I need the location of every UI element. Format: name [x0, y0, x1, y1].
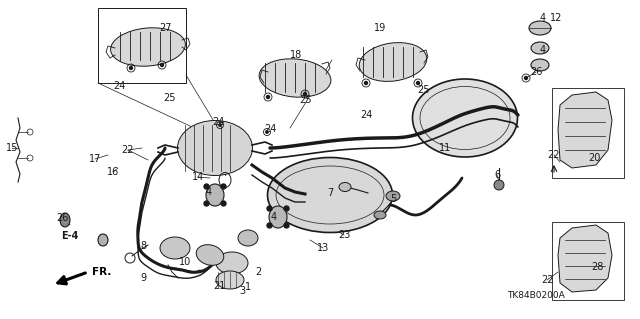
Ellipse shape	[386, 191, 400, 201]
Text: 15: 15	[6, 143, 18, 153]
Ellipse shape	[111, 28, 186, 66]
Text: 2: 2	[255, 267, 261, 277]
Ellipse shape	[259, 59, 331, 97]
Ellipse shape	[216, 271, 244, 289]
Text: 23: 23	[338, 230, 350, 240]
Text: 4: 4	[271, 212, 277, 222]
Ellipse shape	[206, 184, 224, 206]
Text: 24: 24	[264, 124, 276, 134]
Circle shape	[219, 124, 221, 126]
Ellipse shape	[60, 213, 70, 227]
Text: 21: 21	[213, 281, 225, 291]
Circle shape	[284, 206, 289, 211]
Text: 24: 24	[212, 117, 224, 127]
Bar	[552, 222, 624, 300]
Text: 25: 25	[300, 95, 312, 105]
Text: 20: 20	[588, 153, 600, 163]
Polygon shape	[558, 92, 612, 168]
Text: 25: 25	[418, 85, 430, 95]
Text: 24: 24	[360, 110, 372, 120]
Text: 4: 4	[206, 187, 212, 197]
Text: 16: 16	[107, 167, 119, 177]
Ellipse shape	[531, 59, 549, 71]
Text: 26: 26	[56, 213, 68, 223]
Text: 4: 4	[540, 13, 546, 23]
Ellipse shape	[374, 211, 386, 219]
Circle shape	[221, 201, 226, 206]
Ellipse shape	[238, 230, 258, 246]
Text: 27: 27	[160, 23, 172, 33]
Ellipse shape	[529, 21, 551, 35]
Text: 4: 4	[540, 45, 546, 55]
Circle shape	[266, 95, 269, 99]
Ellipse shape	[494, 180, 504, 190]
Text: 10: 10	[179, 257, 191, 267]
Circle shape	[417, 81, 419, 85]
Circle shape	[129, 66, 132, 70]
Circle shape	[303, 93, 307, 95]
Ellipse shape	[196, 245, 224, 265]
Circle shape	[221, 184, 226, 189]
Text: 12: 12	[550, 13, 562, 23]
Ellipse shape	[531, 42, 549, 54]
Text: 14: 14	[192, 172, 204, 182]
Circle shape	[525, 77, 527, 79]
Ellipse shape	[359, 43, 427, 81]
Text: 19: 19	[374, 23, 386, 33]
Text: 9: 9	[140, 273, 146, 283]
Text: 7: 7	[327, 188, 333, 198]
Circle shape	[365, 81, 367, 85]
Text: 22: 22	[548, 150, 560, 160]
Bar	[552, 88, 624, 178]
Circle shape	[204, 184, 209, 189]
Text: 8: 8	[140, 241, 146, 251]
Text: 5: 5	[390, 194, 396, 204]
Text: 13: 13	[317, 243, 329, 253]
Ellipse shape	[216, 252, 248, 274]
Text: 6: 6	[494, 170, 500, 180]
Text: 11: 11	[439, 143, 451, 153]
Ellipse shape	[98, 234, 108, 246]
Circle shape	[204, 201, 209, 206]
Text: FR.: FR.	[92, 267, 111, 277]
Circle shape	[161, 63, 163, 66]
Ellipse shape	[268, 158, 392, 233]
Circle shape	[266, 131, 268, 133]
Text: E-4: E-4	[61, 231, 79, 241]
Ellipse shape	[160, 237, 190, 259]
Circle shape	[267, 206, 272, 211]
Ellipse shape	[413, 79, 518, 157]
Text: TK84B0200A: TK84B0200A	[507, 291, 565, 300]
Text: 3: 3	[239, 286, 245, 296]
Circle shape	[267, 223, 272, 228]
Text: 1: 1	[245, 282, 251, 292]
Circle shape	[284, 223, 289, 228]
Polygon shape	[558, 225, 612, 292]
Ellipse shape	[339, 182, 351, 191]
Bar	[98, 8, 186, 83]
Text: 17: 17	[89, 154, 101, 164]
Ellipse shape	[177, 121, 253, 175]
Text: 26: 26	[530, 67, 542, 77]
Text: 22: 22	[122, 145, 134, 155]
Ellipse shape	[269, 206, 287, 228]
Text: 28: 28	[591, 262, 603, 272]
Text: 24: 24	[113, 81, 125, 91]
Text: 22: 22	[541, 275, 553, 285]
Text: 25: 25	[163, 93, 175, 103]
Text: 18: 18	[290, 50, 302, 60]
